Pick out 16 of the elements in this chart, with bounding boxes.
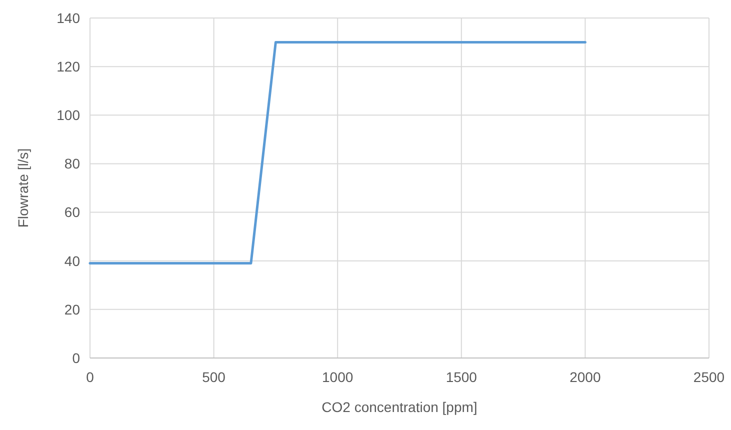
y-tick-label: 120 <box>56 58 80 74</box>
x-tick-label: 500 <box>202 369 226 385</box>
y-tick-label: 40 <box>64 252 80 269</box>
x-tick-label: 1500 <box>446 369 478 385</box>
y-tick-label: 140 <box>56 10 80 26</box>
y-tick-label: 60 <box>64 204 80 220</box>
x-tick-label: 2000 <box>570 369 601 385</box>
x-axis-title: CO2 concentration [ppm] <box>322 399 478 415</box>
y-axis-title: Flowrate [l/s] <box>15 148 31 228</box>
x-tick-label: 1000 <box>322 369 354 385</box>
y-tick-label: 80 <box>64 156 80 172</box>
y-tick-label: 20 <box>64 301 80 318</box>
x-tick-label: 0 <box>86 369 94 385</box>
y-tick-label: 0 <box>72 350 80 366</box>
y-tick-label: 100 <box>56 107 80 124</box>
x-tick-label: 2500 <box>693 369 725 385</box>
